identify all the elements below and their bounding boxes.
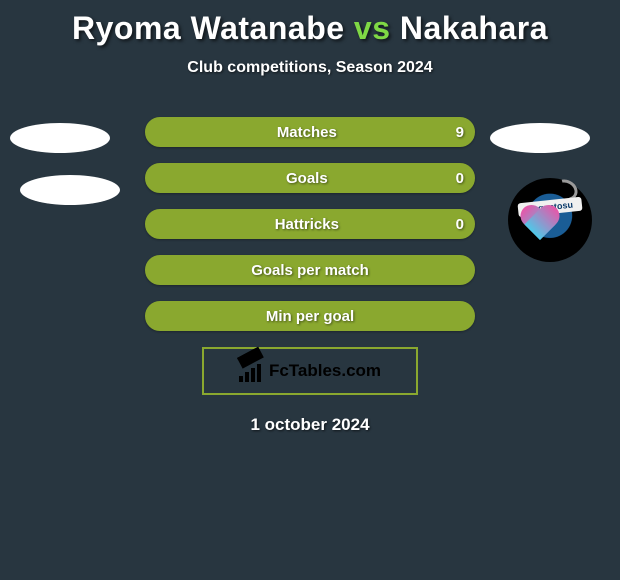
vs-separator: vs (354, 10, 391, 46)
date-label: 1 october 2024 (0, 415, 620, 435)
brand-text: FcTables.com (269, 361, 381, 381)
stat-label: Min per goal (266, 308, 354, 325)
stat-row: Goals per match (0, 255, 620, 285)
stat-label: Goals (286, 170, 328, 187)
player1-name: Ryoma Watanabe (72, 10, 345, 46)
stat-value: 0 (456, 170, 464, 187)
stat-label: Goals per match (251, 262, 369, 279)
stat-bar-hattricks: Hattricks 0 (145, 209, 475, 239)
stat-bar-goals-per-match: Goals per match (145, 255, 475, 285)
stat-bar-matches: Matches 9 (145, 117, 475, 147)
player2-name: Nakahara (400, 10, 548, 46)
stat-bar-min-per-goal: Min per goal (145, 301, 475, 331)
stat-row: Hattricks 0 (0, 209, 620, 239)
stat-value: 0 (456, 216, 464, 233)
subtitle: Club competitions, Season 2024 (0, 59, 620, 77)
stat-label: Matches (277, 124, 337, 141)
comparison-title: Ryoma Watanabe vs Nakahara (0, 0, 620, 47)
chart-icon (239, 360, 265, 382)
brand-box[interactable]: FcTables.com (202, 347, 418, 395)
stat-bar-goals: Goals 0 (145, 163, 475, 193)
stat-row: Matches 9 (0, 117, 620, 147)
stat-row: Min per goal (0, 301, 620, 331)
stat-value: 9 (456, 124, 464, 141)
stat-label: Hattricks (275, 216, 339, 233)
stat-row: Goals 0 (0, 163, 620, 193)
